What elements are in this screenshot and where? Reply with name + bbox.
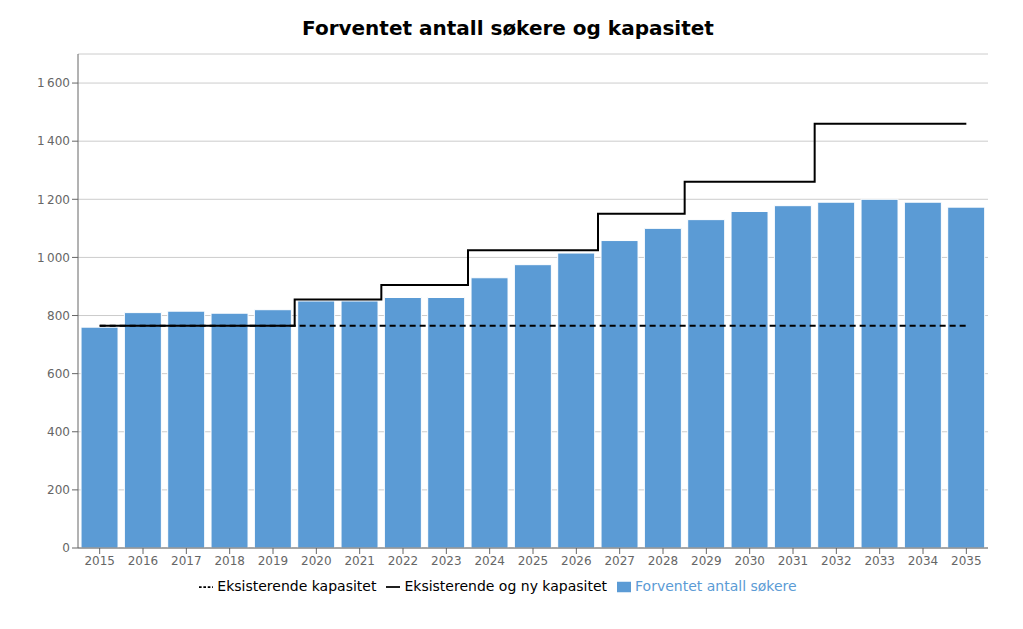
svg-text:800: 800: [47, 309, 70, 323]
html-text:Eksisterende og ny kapasitet: Eksisterende og ny kapasitet: [404, 578, 608, 594]
svg-text:2030: 2030: [734, 554, 765, 568]
svg-text:200: 200: [47, 483, 70, 497]
svg-text:2023: 2023: [431, 554, 462, 568]
svg-text:2024: 2024: [474, 554, 505, 568]
svg-text:2034: 2034: [908, 554, 939, 568]
svg-text:2031: 2031: [778, 554, 809, 568]
svg-text:1 000: 1 000: [37, 251, 70, 265]
svg-text:2028: 2028: [648, 554, 679, 568]
svg-text:1 200: 1 200: [37, 193, 70, 207]
svg-text:2018: 2018: [214, 554, 245, 568]
svg-text:2033: 2033: [864, 554, 895, 568]
svg-text:2015: 2015: [84, 554, 115, 568]
html-text:Forventet antall søkere og kap: Forventet antall søkere og kapasitet: [302, 16, 714, 40]
svg-text:2025: 2025: [518, 554, 549, 568]
svg-text:2027: 2027: [604, 554, 635, 568]
html-text:Eksisterende kapasitet: Eksisterende kapasitet: [217, 578, 377, 594]
svg-text:1 400: 1 400: [37, 134, 70, 148]
svg-text:2016: 2016: [128, 554, 159, 568]
html-text:Forventet antall søkere: Forventet antall søkere: [635, 578, 797, 594]
svg-text:2019: 2019: [258, 554, 289, 568]
svg-text:2032: 2032: [821, 554, 852, 568]
svg-text:2029: 2029: [691, 554, 722, 568]
svg-text:2022: 2022: [388, 554, 419, 568]
svg-text:2021: 2021: [344, 554, 375, 568]
svg-text:2020: 2020: [301, 554, 332, 568]
svg-text:400: 400: [47, 425, 70, 439]
svg-text:2035: 2035: [951, 554, 982, 568]
svg-text:1 600: 1 600: [37, 76, 70, 90]
svg-text:0: 0: [62, 541, 70, 555]
svg-text:2017: 2017: [171, 554, 202, 568]
svg-text:2026: 2026: [561, 554, 592, 568]
svg-text:600: 600: [47, 367, 70, 381]
